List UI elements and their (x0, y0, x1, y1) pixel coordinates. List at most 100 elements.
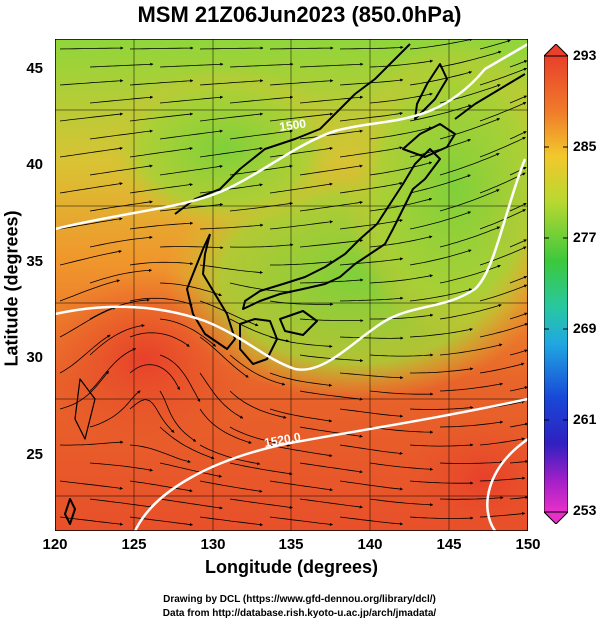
grid-lines (55, 39, 528, 531)
streamline (59, 112, 124, 122)
wind-streamlines (59, 39, 528, 527)
streamline (129, 112, 194, 122)
streamline (509, 312, 528, 320)
streamline (229, 462, 293, 476)
x-axis-label: Longitude (degrees) (204, 557, 378, 577)
streamline (299, 129, 364, 140)
streamline (299, 164, 363, 176)
colorbar-tick-285: 285 (573, 138, 597, 154)
credit-drawing: Drawing by DCL (https://www.gfd-dennou.o… (163, 594, 436, 605)
xtick-145: 145 (436, 536, 462, 553)
streamline (439, 382, 504, 392)
streamline (509, 275, 528, 284)
streamline (439, 50, 502, 68)
streamline (369, 126, 433, 140)
streamline (479, 102, 527, 122)
streamline (409, 480, 474, 485)
streamline (199, 112, 264, 122)
streamline (299, 318, 364, 323)
streamline (299, 238, 364, 248)
streamline (299, 498, 363, 509)
streamline (509, 239, 527, 248)
streamline (339, 218, 403, 230)
streamline (129, 332, 190, 347)
streamline (369, 59, 434, 68)
streamline (59, 306, 116, 338)
streamline (269, 220, 334, 230)
streamline (229, 498, 293, 509)
streamline (479, 284, 528, 302)
streamline (479, 136, 526, 158)
streamline (129, 46, 194, 50)
streamline (479, 67, 528, 86)
streamline (369, 161, 433, 176)
xtick-135: 135 (278, 536, 304, 553)
streamline (159, 95, 224, 104)
streamline (339, 480, 404, 491)
streamline (369, 274, 434, 284)
streamline (299, 462, 363, 474)
streamline (159, 164, 223, 176)
streamline (409, 443, 474, 447)
streamline (199, 79, 264, 86)
streamline (369, 353, 434, 357)
streamline (339, 372, 404, 380)
streamline (199, 516, 264, 527)
streamline (199, 46, 264, 50)
colorbar-min-triangle (544, 511, 568, 524)
streamline (339, 45, 404, 50)
streamline (59, 217, 123, 230)
ytick-30: 30 (26, 349, 43, 366)
streamline (479, 362, 525, 374)
streamline (409, 70, 473, 86)
streamline (439, 496, 504, 500)
streamline (159, 354, 201, 403)
streamline (229, 282, 293, 294)
contour-label-1520: 1520.0 (263, 430, 302, 450)
streamline (299, 390, 363, 401)
streamline (199, 372, 244, 419)
streamline (369, 235, 433, 248)
streamline (159, 426, 215, 460)
streamline (59, 279, 121, 302)
streamline (129, 221, 194, 230)
streamline (129, 183, 193, 194)
xtick-150: 150 (515, 536, 541, 553)
colorbar (544, 44, 568, 524)
streamline (479, 476, 526, 482)
streamline (409, 406, 474, 410)
streamline (269, 372, 333, 387)
streamline (89, 164, 153, 176)
streamline (369, 390, 434, 396)
streamline (199, 408, 252, 444)
streamline (199, 480, 263, 493)
streamline (229, 201, 294, 212)
streamline (509, 166, 527, 176)
streamline (89, 268, 153, 284)
streamline (409, 516, 474, 520)
streamline (129, 444, 191, 463)
streamline (439, 226, 501, 248)
streamline (129, 399, 175, 433)
streamline (129, 146, 193, 158)
streamline (339, 336, 404, 340)
streamline (59, 334, 111, 374)
streamline (339, 408, 404, 418)
streamline (159, 462, 223, 478)
streamline (229, 390, 287, 419)
streamline (199, 183, 263, 194)
streamline (479, 323, 528, 338)
streamline (409, 288, 473, 302)
streamline (439, 153, 500, 176)
y-axis-label: Latitude (degrees) (1, 210, 22, 367)
xtick-140: 140 (357, 536, 383, 553)
streamline (89, 348, 137, 392)
colorbar-tick-293: 293 (573, 47, 597, 63)
streamline (339, 257, 404, 266)
streamline (509, 95, 528, 104)
streamline (410, 367, 474, 374)
streamline (409, 249, 472, 266)
colorbar-tick-253: 253 (573, 502, 597, 518)
streamline (89, 498, 154, 509)
streamline (159, 498, 223, 510)
